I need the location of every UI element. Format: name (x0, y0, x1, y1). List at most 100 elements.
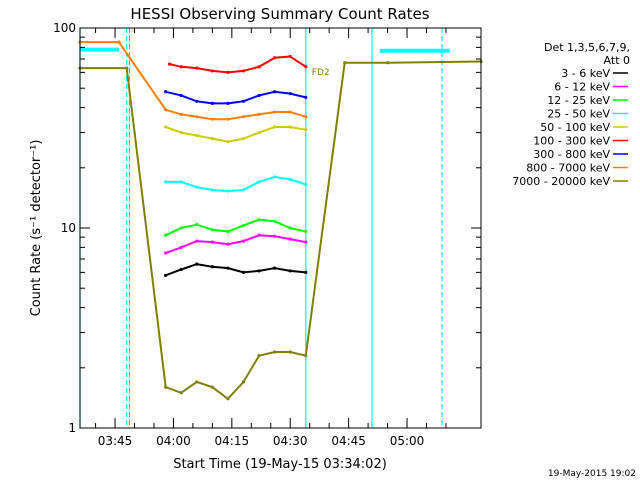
series-6-point-0 (164, 90, 168, 94)
series-2-point-8 (288, 226, 292, 230)
series-1-point-8 (288, 237, 292, 241)
series-5-point-2 (195, 66, 199, 70)
series-4-point-1 (179, 130, 183, 135)
x-tick-label-1: 04:00 (156, 434, 191, 448)
series-8-point-1 (125, 66, 129, 70)
series-0-point-4 (226, 266, 230, 270)
series-3-point-4 (226, 189, 230, 193)
series-1-point-2 (195, 239, 199, 243)
series-5-point-1 (179, 65, 183, 69)
series-line-4 (165, 126, 306, 143)
series-4-point-8 (288, 125, 292, 129)
series-6-point-7 (273, 90, 277, 94)
y-tick-label-0: 1 (68, 421, 76, 435)
series-7-point-4 (195, 115, 199, 119)
series-0-point-1 (179, 267, 183, 272)
series-8-point-2 (164, 385, 168, 389)
series-6-point-2 (195, 99, 199, 103)
legend-label-8: 7000 - 20000 keV (512, 175, 610, 188)
series-6-point-4 (226, 101, 230, 105)
series-4-point-2 (195, 133, 199, 138)
series-2-point-4 (226, 229, 230, 234)
plot-area: FD2 1 10 100 03:45 04:00 04:15 04:30 04:45 05:00 (53, 21, 483, 448)
series-5-point-5 (241, 69, 246, 73)
series-7-point-5 (210, 117, 214, 121)
series-5-point-4 (226, 70, 230, 74)
series-8-point-3 (179, 391, 183, 395)
series-4-point-0 (164, 125, 168, 129)
legend-label-6: 300 - 800 keV (533, 148, 610, 161)
series-1-point-5 (241, 239, 246, 243)
series-7-point-2 (164, 108, 168, 112)
series-8-point-4 (195, 380, 199, 384)
x-tick-label-2: 04:15 (215, 434, 250, 448)
series-0-point-3 (210, 265, 214, 269)
series-1-point-6 (257, 233, 261, 237)
series-line-2 (165, 218, 307, 237)
series-7-point-7 (241, 115, 246, 119)
series-5-point-6 (257, 65, 261, 69)
legend-label-4: 50 - 100 keV (540, 121, 610, 134)
series-8-point-10 (288, 350, 292, 354)
series-line-0 (165, 263, 306, 277)
series-2-point-9 (304, 229, 308, 234)
series-7-point-11 (304, 115, 308, 119)
series-4-point-9 (304, 128, 308, 132)
x-tick-label-0: 03:45 (98, 434, 133, 448)
series-2-point-6 (257, 218, 261, 222)
series-2-point-7 (273, 219, 277, 223)
series-line-6 (165, 90, 307, 105)
series-2-point-1 (179, 226, 183, 230)
series-0-point-5 (241, 270, 246, 274)
legend-label-5: 100 - 300 keV (533, 135, 610, 148)
series-1-point-0 (164, 251, 168, 255)
series-3-point-7 (273, 175, 277, 179)
series-4-point-7 (273, 125, 277, 129)
series-6-point-5 (241, 99, 246, 103)
series-0-point-9 (304, 270, 308, 274)
series-0-point-2 (195, 262, 199, 266)
series-0-point-8 (288, 269, 292, 273)
series-line-7 (80, 41, 307, 121)
legend-label-3: 25 - 50 keV (547, 108, 610, 121)
series-1-point-4 (226, 242, 230, 246)
series-7-point-9 (273, 110, 277, 114)
series-5-point-7 (273, 56, 277, 60)
series-3-point-0 (164, 180, 168, 184)
legend-label-7: 800 - 7000 keV (526, 162, 610, 175)
series-0-point-7 (273, 266, 277, 270)
legend-label-0: 3 - 6 keV (561, 67, 610, 80)
series-line-3 (165, 175, 307, 193)
series-2-point-0 (164, 233, 168, 237)
footer-date: 19-May-2015 19:02 (548, 469, 636, 479)
series-3-point-3 (210, 188, 214, 192)
annotation-label-2: FD2 (312, 68, 330, 78)
series-line-5 (169, 55, 307, 74)
legend-label-1: 6 - 12 keV (554, 81, 610, 94)
series-2-point-5 (241, 223, 246, 228)
series-4-point-6 (257, 130, 261, 135)
series-7-point-3 (179, 112, 183, 116)
series-0-point-0 (164, 273, 168, 277)
series-7-point-6 (226, 117, 230, 121)
series-3-point-1 (179, 180, 183, 184)
series-3-point-2 (195, 185, 199, 189)
series-4-point-3 (210, 136, 214, 141)
plot-frame (79, 27, 482, 429)
series-0-point-6 (257, 269, 261, 273)
legend-label-2: 12 - 25 keV (547, 94, 610, 107)
series-4-point-4 (226, 140, 230, 144)
series-1-point-7 (273, 234, 277, 238)
series-8-point-9 (273, 350, 277, 354)
series-4-point-5 (241, 136, 246, 141)
series-5-point-9 (304, 65, 308, 69)
series-2-point-2 (195, 222, 199, 227)
series-5-point-8 (288, 54, 292, 59)
series-5-point-3 (210, 69, 214, 73)
series-6-point-6 (257, 93, 261, 98)
x-tick-label-5: 05:00 (390, 434, 425, 448)
series-1-point-3 (210, 240, 214, 244)
series-6-point-1 (179, 93, 183, 98)
